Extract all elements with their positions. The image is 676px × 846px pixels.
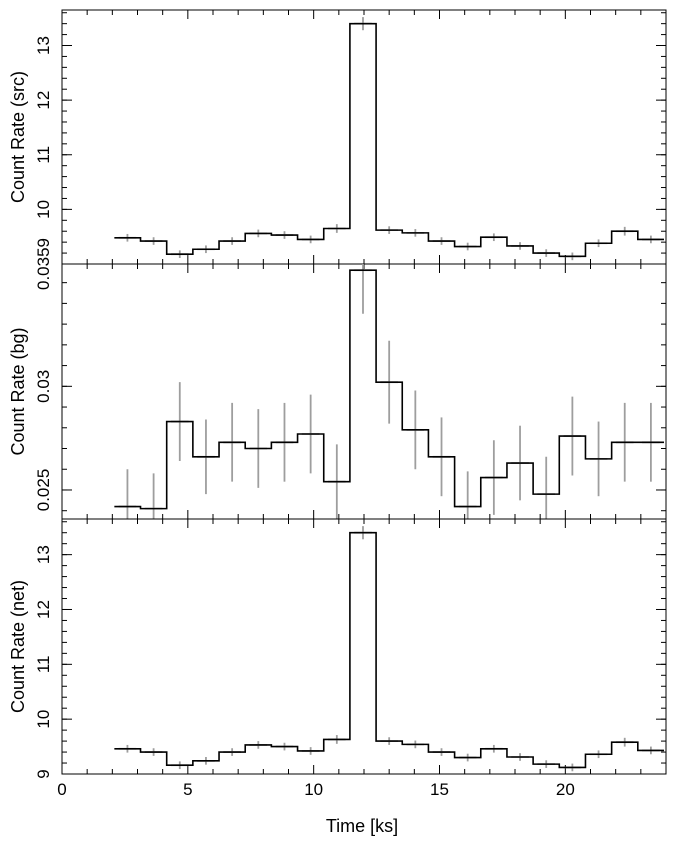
step-line <box>114 531 664 769</box>
y-tick-label: 13 <box>34 545 53 564</box>
x-tick-label: 5 <box>183 780 192 799</box>
panel-3-plot-area <box>114 526 664 772</box>
y-tick-label: 9 <box>34 769 53 778</box>
y-axis-title: Count Rate (bg) <box>8 327 28 455</box>
panel-1-frame <box>61 9 667 265</box>
y-tick-label: 0.025 <box>34 469 53 512</box>
y-tick-label: 12 <box>34 91 53 110</box>
panels-group: 10 11 12 13 Count Rate (src) 0.025 0.03 0.0359 C… <box>8 9 667 799</box>
step-line <box>114 22 664 258</box>
y-tick-label: 11 <box>34 655 53 673</box>
panel-2: 0.025 0.03 0.0359 Count Rate (bg) <box>8 238 667 520</box>
panel-1: 10 11 12 13 Count Rate (src) <box>8 9 667 265</box>
y-tick-label: 0.03 <box>34 370 53 403</box>
x-tick-label: 15 <box>430 780 449 799</box>
y-tick-label: 11 <box>34 146 53 164</box>
panel-1-plot-area <box>114 17 664 261</box>
step-line <box>114 269 664 510</box>
panel-2-frame <box>61 263 667 520</box>
y-tick-label: 12 <box>34 600 53 619</box>
x-tick-label: 0 <box>57 780 66 799</box>
panel-3: 9 10 11 12 13 Count Rate (net) <box>8 518 667 779</box>
y-tick-label: 13 <box>34 36 53 55</box>
x-axis-title: Time [ks] <box>326 816 398 836</box>
panel-2-plot-area <box>114 264 664 519</box>
y-axis-title: Count Rate (net) <box>8 580 28 713</box>
panel-3-frame <box>61 518 667 775</box>
y-tick-label: 10 <box>34 200 53 219</box>
y-tick-label: 10 <box>34 710 53 729</box>
y-tick-label: 0.0359 <box>34 238 53 290</box>
x-tick-label: 10 <box>304 780 323 799</box>
y-axis-title: Count Rate (src) <box>8 71 28 203</box>
x-tick-label: 20 <box>556 780 575 799</box>
